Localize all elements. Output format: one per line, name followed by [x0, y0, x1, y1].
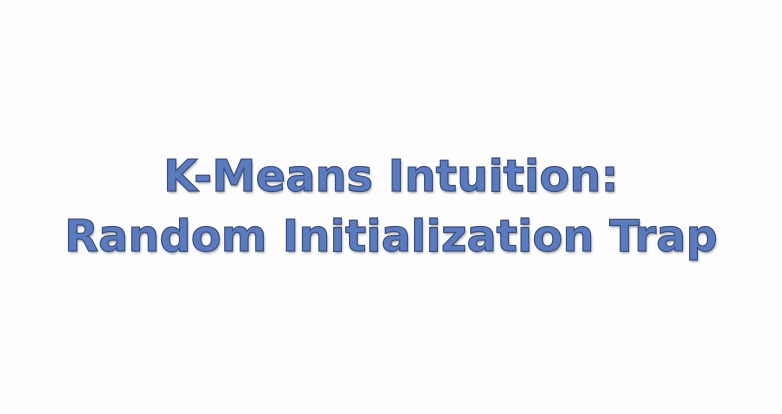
slide-title: K-Means Intuition: Random Initialization…: [0, 147, 782, 267]
title-line-1: K-Means Intuition:: [163, 150, 619, 202]
title-line-2: Random Initialization Trap: [64, 210, 718, 262]
